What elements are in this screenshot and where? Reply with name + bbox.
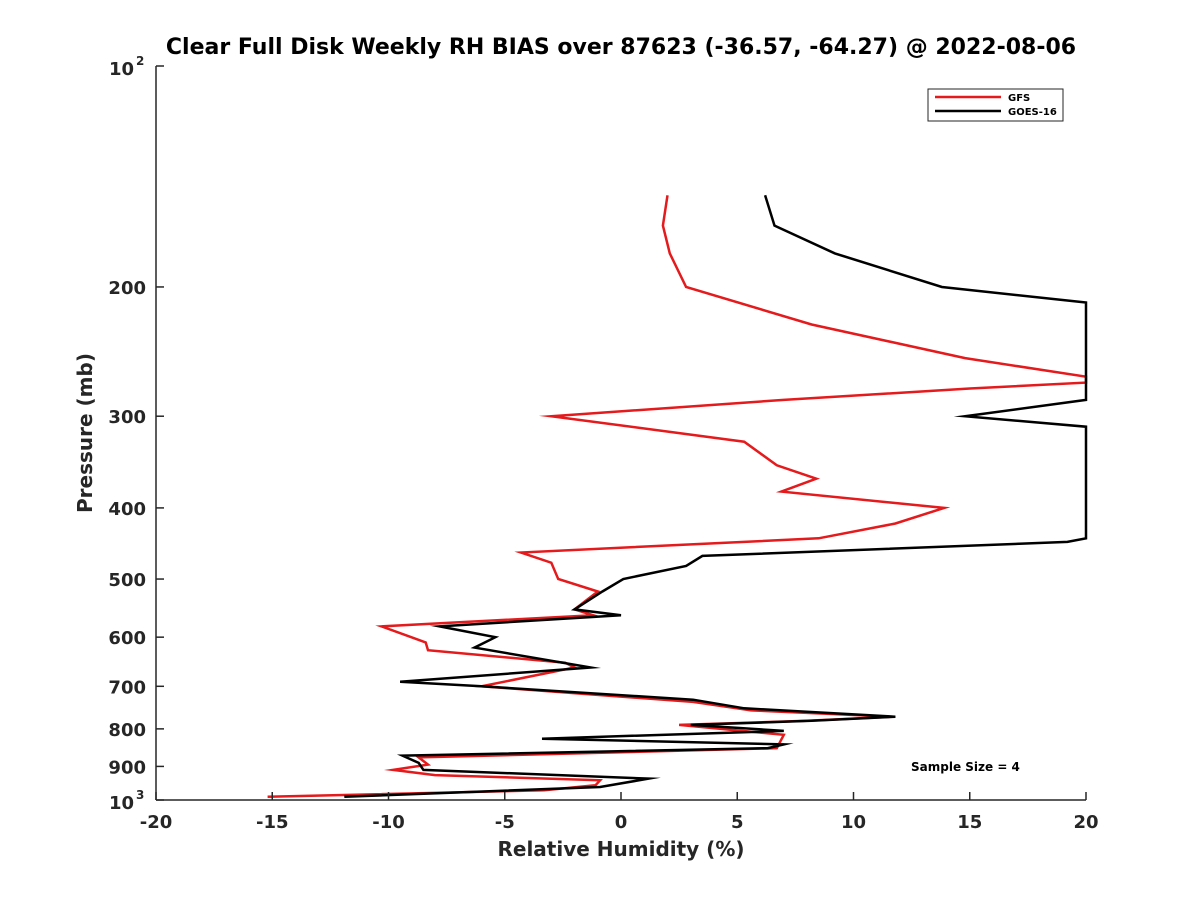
chart-title: Clear Full Disk Weekly RH BIAS over 8762… bbox=[166, 35, 1076, 60]
x-tick-label: -10 bbox=[372, 812, 405, 833]
sample-size-annotation: Sample Size = 4 bbox=[911, 760, 1020, 774]
y-tick-label: 300 bbox=[108, 407, 146, 428]
plot-lines bbox=[267, 194, 1088, 799]
series-line-gfs bbox=[267, 195, 1088, 799]
y-tick-label: 600 bbox=[108, 628, 146, 649]
y-tick-label: 10 bbox=[109, 793, 134, 814]
x-tick-label: 15 bbox=[957, 812, 982, 833]
x-tick-label: 20 bbox=[1073, 812, 1098, 833]
x-tick-label: 5 bbox=[731, 812, 744, 833]
x-tick-label: -15 bbox=[256, 812, 289, 833]
y-axis-label: Pressure (mb) bbox=[73, 353, 97, 513]
y-tick-label: 200 bbox=[108, 278, 146, 299]
y-tick-label: 800 bbox=[108, 720, 146, 741]
x-tick-label: -20 bbox=[140, 812, 173, 833]
x-tick-label: 0 bbox=[615, 812, 628, 833]
x-tick-label: -5 bbox=[495, 812, 515, 833]
series-line-goes16 bbox=[344, 194, 1088, 799]
y-tick-exponent: 2 bbox=[136, 54, 144, 68]
x-tick-label: 10 bbox=[841, 812, 866, 833]
x-axis-ticks: -20 -15 -10 -5 0 5 10 15 20 bbox=[140, 792, 1099, 833]
x-axis-label: Relative Humidity (%) bbox=[497, 837, 744, 861]
y-tick-label: 10 bbox=[109, 59, 134, 80]
y-tick-label: 400 bbox=[108, 499, 146, 520]
y-tick-label: 700 bbox=[108, 677, 146, 698]
legend-label-goes16: GOES-16 bbox=[1008, 107, 1057, 118]
legend: GFS GOES-16 bbox=[927, 88, 1064, 122]
y-tick-label: 500 bbox=[108, 570, 146, 591]
legend-box bbox=[927, 88, 1064, 122]
legend-label-gfs: GFS bbox=[1008, 93, 1030, 104]
y-tick-exponent: 3 bbox=[136, 788, 144, 802]
y-tick-label: 900 bbox=[108, 757, 146, 778]
